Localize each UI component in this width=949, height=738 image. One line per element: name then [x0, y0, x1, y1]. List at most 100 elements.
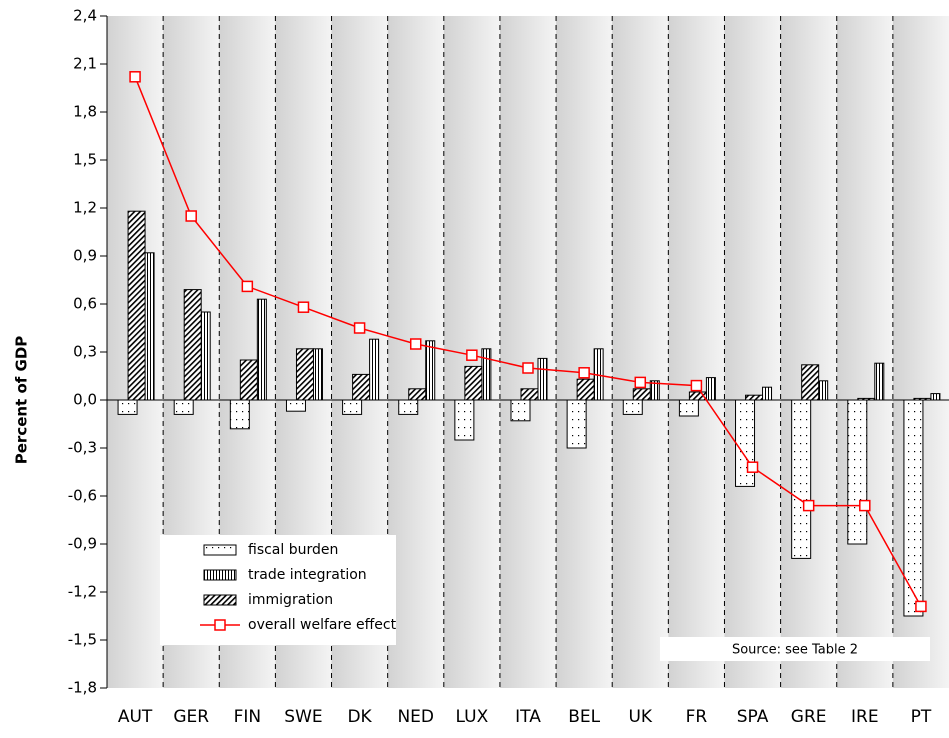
bar [454, 399, 475, 441]
bar [903, 399, 924, 617]
bar [342, 399, 363, 415]
x-tick-label: IRE [851, 707, 879, 727]
bar [857, 397, 876, 401]
bar [464, 365, 483, 401]
legend-label: fiscal burden [248, 542, 338, 558]
bar [425, 340, 436, 401]
y-tick-label: 2,4 [73, 7, 97, 25]
bar [622, 399, 643, 415]
category-band [668, 16, 725, 688]
plot [117, 71, 941, 617]
bar [705, 377, 716, 401]
legend-label: trade integration [248, 567, 367, 583]
bar [632, 388, 651, 401]
source-box [660, 637, 930, 661]
bar [398, 399, 419, 415]
x-tick-label: SWE [284, 707, 322, 727]
line-marker [522, 362, 534, 374]
y-tick-label: -0,9 [68, 535, 97, 553]
x-tick-label: GER [173, 707, 209, 727]
y-tick-label: 0,3 [73, 343, 97, 361]
bar [352, 373, 371, 401]
bar [688, 391, 707, 401]
category-band [556, 16, 613, 688]
line-marker [185, 210, 197, 222]
y-axis-label: Percent of GDP [13, 336, 31, 465]
x-tick-label: FR [686, 707, 708, 727]
x-tick-label: UK [628, 707, 652, 727]
bar [481, 348, 492, 401]
y-tick-label: -1,5 [68, 631, 97, 649]
bar [312, 348, 323, 401]
line-marker [915, 600, 927, 613]
x-tick-label: ITA [515, 707, 541, 727]
bar [735, 399, 756, 487]
category-band [499, 16, 557, 688]
bar [229, 399, 250, 430]
bar [295, 348, 314, 401]
y-tick-label: 2,1 [73, 55, 97, 73]
bar [576, 378, 595, 401]
bar [256, 298, 267, 401]
bar [874, 362, 885, 401]
category-band [612, 16, 669, 688]
bar [745, 394, 764, 401]
bar [408, 388, 427, 401]
bar [930, 393, 941, 401]
bar [239, 359, 258, 401]
legend-swatch [203, 594, 237, 606]
line-marker [409, 338, 422, 350]
bar [537, 357, 548, 401]
x-tick-label: PT [911, 707, 932, 727]
bar [520, 388, 539, 401]
line-marker [690, 379, 703, 392]
y-tick-label: -1,2 [68, 583, 97, 601]
bar [762, 386, 773, 401]
legend-marker [214, 619, 226, 631]
x-tick-label: SPA [737, 707, 769, 727]
bar [285, 399, 306, 412]
source-note: Source: see Table 2 [732, 643, 858, 658]
x-tick-label: LUX [456, 707, 489, 727]
y-tick-label: 1,5 [73, 151, 97, 169]
line-marker [578, 367, 590, 379]
bar [566, 399, 587, 449]
category-band [724, 16, 781, 688]
category-band [780, 16, 837, 688]
line-marker [241, 280, 254, 293]
bar [818, 380, 829, 401]
y-tick-label: 0,0 [73, 391, 97, 409]
category-band [836, 16, 893, 688]
y-tick-label: 0,9 [73, 247, 97, 265]
line-marker [634, 376, 647, 389]
y-tick-label: 1,2 [73, 199, 97, 217]
legend-swatch [203, 544, 237, 556]
line-marker [466, 349, 478, 361]
bar [117, 399, 138, 415]
x-tick-label: NED [397, 707, 434, 727]
legend-label: immigration [248, 592, 333, 608]
bar [510, 399, 531, 422]
y-tick-label: -0,6 [68, 487, 97, 505]
category-band [387, 16, 444, 688]
bar [678, 399, 699, 417]
y-tick-label: -0,3 [68, 439, 97, 457]
x-tick-label: DK [347, 707, 372, 727]
bar [173, 399, 194, 415]
y-tick-label: 1,8 [73, 103, 97, 121]
line-marker [746, 461, 759, 473]
bar [200, 311, 211, 401]
bar [913, 397, 932, 401]
y-tick-label: 0,6 [73, 295, 97, 313]
legend-box [160, 535, 396, 645]
legend-swatch [203, 569, 237, 581]
line-marker [129, 71, 141, 83]
bar [791, 399, 812, 559]
x-tick-label: BEL [568, 707, 600, 727]
bar [801, 364, 820, 401]
x-tick-label: GRE [791, 707, 827, 727]
bar [369, 338, 380, 401]
bar [127, 210, 146, 401]
legend-label: overall welfare effect [248, 617, 397, 633]
